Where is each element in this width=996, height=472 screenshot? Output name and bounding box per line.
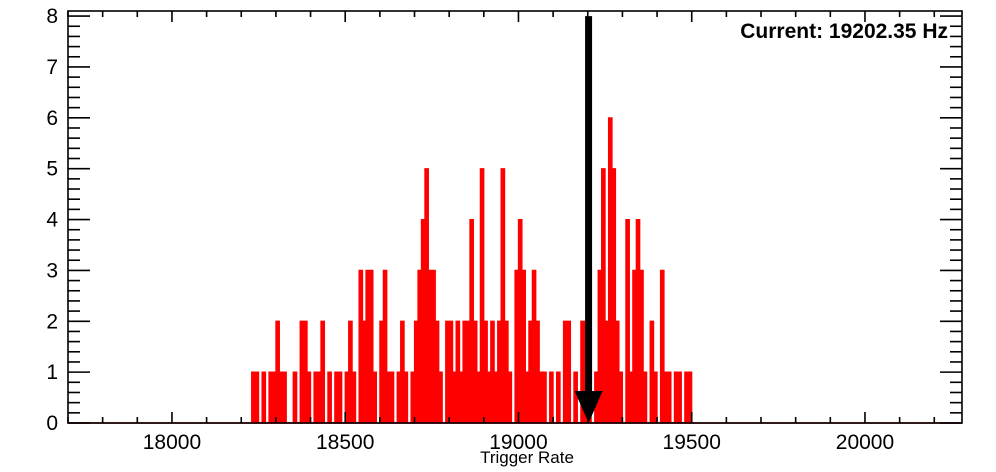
- frame-rect: [67, 10, 963, 424]
- y-tick-label: 8: [46, 5, 58, 28]
- axis-frame: [67, 10, 963, 424]
- y-tick-label: 1: [46, 361, 58, 384]
- y-tick-label: 0: [46, 412, 58, 435]
- x-tick-label: 19000: [489, 431, 547, 454]
- x-tick-label: 19500: [663, 431, 721, 454]
- x-axis-tick-labels: 18000 18500 19000 19500 20000: [143, 431, 894, 454]
- current-value-readout: Current: 19202.35 Hz: [740, 20, 948, 43]
- current-value-marker: [574, 16, 603, 423]
- axis-ticks: [67, 11, 962, 424]
- x-tick-label: 18000: [143, 431, 201, 454]
- y-tick-label: 7: [46, 56, 58, 79]
- x-tick-label: 18500: [316, 431, 374, 454]
- y-tick-label: 4: [46, 209, 58, 232]
- y-tick-label: 3: [46, 259, 58, 282]
- x-axis-title: Trigger Rate: [480, 448, 574, 467]
- histogram-fill: [251, 117, 696, 424]
- y-tick-label: 5: [46, 158, 58, 181]
- marker-arrowhead: [574, 391, 603, 423]
- y-tick-label: 6: [46, 107, 58, 130]
- y-axis-tick-labels: 0 1 2 3 4 5 6 7 8: [46, 5, 58, 435]
- x-tick-label: 20000: [836, 431, 894, 454]
- y-tick-label: 2: [46, 310, 58, 333]
